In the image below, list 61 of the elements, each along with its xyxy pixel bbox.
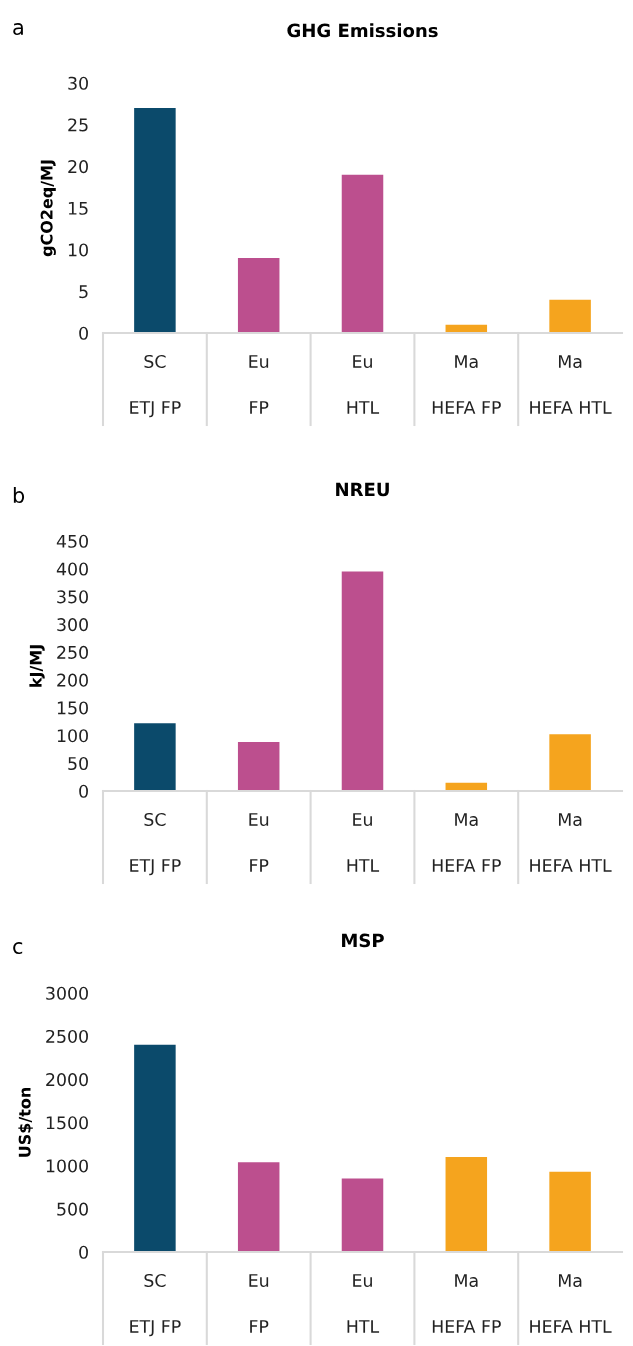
- category-label: Eu FP: [249, 1274, 269, 1333]
- y-tick-label: 1500: [46, 1116, 88, 1130]
- bar: [134, 1044, 176, 1252]
- y-tick-label: 30: [68, 76, 88, 90]
- y-tick-label: 25: [68, 118, 88, 132]
- bar: [341, 174, 384, 333]
- y-tick-label: 400: [56, 562, 88, 576]
- bar: [134, 108, 176, 333]
- bar: [549, 734, 591, 791]
- y-tick-label: 3000: [46, 986, 88, 1000]
- bar: [341, 1178, 384, 1252]
- y-tick-label: 50: [68, 756, 88, 771]
- y-tick-label: 2000: [46, 1073, 88, 1087]
- y-tick-label: 2500: [46, 1029, 88, 1044]
- category-label: SC ETJ FP: [130, 812, 181, 876]
- category-label: Eu FP: [249, 813, 269, 872]
- category-label: Ma HEFA FP: [432, 813, 501, 872]
- y-tick-label: 0: [79, 326, 88, 340]
- y-tick-label: 0: [79, 1245, 88, 1259]
- bar: [549, 1171, 591, 1252]
- y-tick-label: 500: [57, 1202, 88, 1216]
- y-tick-label: 350: [57, 590, 88, 604]
- y-tick-label: 10: [68, 243, 88, 257]
- y-tick-label: 1000: [46, 1159, 88, 1173]
- bar: [237, 258, 280, 333]
- category-label: Ma HEFA FP: [432, 1274, 501, 1333]
- y-tick-label: 200: [57, 673, 88, 687]
- category-label: SC ETJ FP: [130, 1273, 181, 1337]
- category-label: Eu HTL: [347, 813, 380, 872]
- text: c: [13, 942, 23, 955]
- bar: [237, 1162, 280, 1252]
- category-label: Eu FP: [249, 355, 269, 414]
- bar: [341, 571, 384, 791]
- bar: [549, 299, 591, 333]
- y-tick-label: 5: [79, 285, 88, 299]
- y-axis-title: kJ/MJ: [29, 645, 45, 687]
- text: b: [13, 486, 25, 504]
- y-axis-title: US$/ton: [18, 1088, 33, 1157]
- y-tick-label: 20: [68, 160, 88, 174]
- category-label: Eu HTL: [347, 355, 380, 414]
- bar: [134, 723, 176, 791]
- y-tick-label: 250: [57, 645, 88, 659]
- category-label: Eu HTL: [347, 1274, 380, 1333]
- chart-title: NREU: [336, 482, 389, 497]
- category-label: Ma HEFA HTL: [530, 1274, 612, 1333]
- y-tick-label: 300: [57, 618, 88, 632]
- category-label: Ma HEFA HTL: [530, 813, 612, 872]
- category-label: Ma HEFA HTL: [530, 355, 612, 414]
- category-label: SC ETJ FP: [130, 354, 181, 418]
- chart-title: GHG Emissions: [287, 23, 438, 38]
- y-tick-label: 0: [79, 784, 88, 798]
- text: a: [13, 23, 23, 36]
- y-tick-label: 150: [57, 701, 88, 715]
- bar: [237, 742, 280, 791]
- y-tick-label: 100: [57, 729, 88, 743]
- category-label: Ma HEFA FP: [432, 355, 501, 414]
- chart-title: MSP: [342, 933, 384, 948]
- y-axis-title: gCO2eq/MJ: [40, 160, 56, 257]
- bar: [445, 1157, 488, 1252]
- y-tick-label: 15: [68, 201, 88, 215]
- y-tick-label: 450: [56, 534, 88, 548]
